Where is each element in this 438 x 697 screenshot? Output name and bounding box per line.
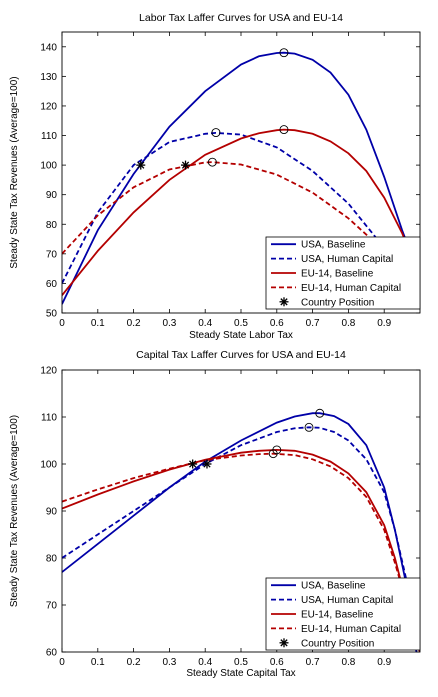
legend: USA, Baseline USA, Human Capital EU-14, Ba…	[265, 236, 421, 310]
series-line-2	[62, 131, 420, 305]
chart-2: Capital Tax Laffer Curves for USA and EU…	[9, 349, 421, 679]
series-line-1	[62, 51, 420, 305]
peak-marker-1	[279, 48, 289, 58]
series-line-4	[62, 161, 420, 293]
country-position-marker-2	[202, 459, 212, 469]
legend-entry-2: USA, Human Capital	[271, 595, 393, 606]
x-tick-label: 0.1	[91, 318, 105, 329]
x-tick-label: 0.6	[270, 318, 284, 329]
country-position-marker-1	[188, 459, 198, 469]
legend-label: EU-14, Baseline	[301, 610, 374, 621]
y-tick-label: 70	[46, 249, 58, 260]
series-line-4	[62, 452, 420, 648]
legend-entry-1: USA, Baseline	[271, 581, 366, 592]
x-tick-label: 0.3	[162, 657, 176, 668]
legend-entry-3: EU-14, Baseline	[271, 269, 374, 280]
x-tick-label: 0.3	[162, 318, 176, 329]
y-tick-label: 50	[46, 309, 58, 320]
legend-entry-4: EU-14, Human Capital	[271, 283, 401, 294]
y-tick-label: 100	[40, 460, 57, 471]
peak-marker-4	[268, 449, 278, 459]
x-tick-label: 0.8	[341, 318, 355, 329]
series-line-3	[62, 448, 420, 652]
y-axis-label: Steady State Tax Revenues (Average=100)	[9, 415, 20, 607]
y-tick-label: 140	[40, 42, 57, 53]
x-tick-label: 0	[59, 657, 65, 668]
legend-label: EU-14, Human Capital	[301, 283, 401, 294]
legend-entry-1: USA, Baseline	[271, 240, 366, 251]
y-tick-label: 90	[46, 190, 58, 201]
y-tick-label: 130	[40, 72, 57, 83]
y-tick-label: 110	[41, 413, 57, 424]
x-tick-label: 0.4	[198, 318, 212, 329]
legend-label: USA, Human Capital	[301, 595, 393, 606]
legend-label: USA, Baseline	[301, 581, 366, 592]
x-tick-label: 0.7	[306, 657, 320, 668]
y-tick-label: 80	[46, 554, 58, 565]
x-tick-label: 0	[59, 318, 65, 329]
x-axis-label: Steady State Labor Tax	[189, 330, 293, 341]
legend-entry-2: USA, Human Capital	[271, 254, 393, 265]
country-position-marker-1	[136, 160, 146, 170]
legend-label: Country Position	[301, 638, 374, 649]
peak-marker-2	[211, 128, 221, 138]
x-axis-label: Steady State Capital Tax	[186, 668, 295, 679]
axes-box	[61, 369, 421, 653]
peak-marker-3	[279, 125, 289, 135]
peak-marker-2	[304, 422, 314, 432]
legend-entry-3: EU-14, Baseline	[271, 610, 374, 621]
legend-entry-5: Country Position	[279, 638, 374, 649]
y-tick-label: 120	[40, 101, 57, 112]
y-tick-label: 80	[46, 220, 58, 231]
x-tick-label: 0.2	[127, 318, 141, 329]
peak-marker-1	[315, 408, 325, 418]
x-tick-label: 0.5	[234, 657, 248, 668]
legend-label: Country Position	[301, 297, 374, 308]
chart-1: Labor Tax Laffer Curves for USA and EU-1…	[9, 12, 421, 341]
x-tick-label: 0.2	[127, 657, 141, 668]
legend: USA, Baseline USA, Human Capital EU-14, Ba…	[265, 577, 421, 651]
x-tick-label: 0.6	[270, 657, 284, 668]
legend-asterisk-marker	[279, 638, 289, 648]
chart-title: Capital Tax Laffer Curves for USA and EU…	[136, 349, 346, 361]
y-tick-label: 100	[40, 161, 57, 172]
chart-title: Labor Tax Laffer Curves for USA and EU-1…	[139, 12, 343, 24]
y-tick-label: 110	[41, 131, 57, 142]
y-tick-label: 120	[40, 366, 57, 377]
plot-area	[62, 48, 420, 305]
x-tick-label: 0.9	[377, 657, 391, 668]
series-line-2	[62, 426, 420, 652]
y-tick-label: 70	[46, 601, 58, 612]
x-tick-label: 0.5	[234, 318, 248, 329]
legend-label: EU-14, Baseline	[301, 269, 374, 280]
y-tick-label: 60	[46, 648, 58, 659]
x-tick-label: 0.7	[306, 318, 320, 329]
plot-area	[62, 408, 420, 652]
legend-asterisk-marker	[279, 297, 289, 307]
legend-label: EU-14, Human Capital	[301, 624, 401, 635]
legend-label: USA, Baseline	[301, 240, 366, 251]
peak-marker-4	[207, 157, 217, 167]
country-position-marker-2	[181, 160, 191, 170]
x-tick-label: 0.4	[198, 657, 212, 668]
series-line-3	[62, 128, 420, 296]
x-tick-label: 0.8	[341, 657, 355, 668]
axes-box	[61, 31, 421, 314]
x-tick-label: 0.1	[91, 657, 105, 668]
legend-label: USA, Human Capital	[301, 254, 393, 265]
y-tick-label: 60	[46, 279, 58, 290]
y-tick-label: 90	[46, 507, 58, 518]
x-tick-label: 0.9	[377, 318, 391, 329]
legend-entry-5: Country Position	[279, 297, 374, 308]
legend-entry-4: EU-14, Human Capital	[271, 624, 401, 635]
y-axis-label: Steady State Tax Revenues (Average=100)	[9, 76, 20, 268]
